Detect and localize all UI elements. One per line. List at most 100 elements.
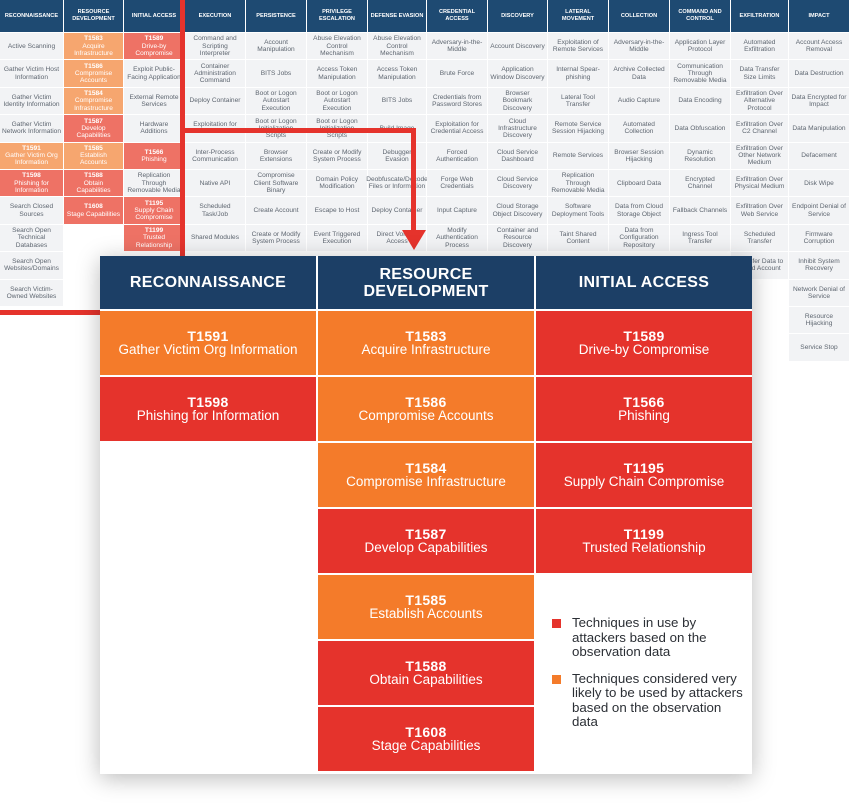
matrix-technique-cell: Search Victim-Owned Websites — [0, 279, 64, 306]
matrix-column: RECONNAISSANCE Active Scanning Gather Vict… — [0, 0, 64, 306]
technique-name: Phishing for Information — [14, 179, 49, 194]
matrix-technique-cell: Browser Session Hijacking — [609, 142, 670, 169]
technique-name: Develop Capabilities — [364, 540, 488, 555]
technique-id: T1608 — [84, 203, 103, 211]
matrix-technique-cell: Access Token Manipulation — [368, 60, 427, 87]
matrix-technique-cell: Resource Hijacking — [789, 306, 850, 334]
technique-name: Create or Modify System Process — [251, 230, 301, 245]
technique-name: Gather Victim Host Information — [3, 66, 60, 81]
technique-id: T1587 — [405, 525, 447, 542]
technique-id: T1584 — [84, 90, 103, 98]
technique-name: Trusted Relationship — [582, 540, 706, 555]
matrix-technique-cell: Inhibit System Recovery — [789, 252, 850, 279]
matrix-technique-cell: Debugger Evasion — [368, 142, 427, 169]
matrix-technique-cell: Ingress Tool Transfer — [670, 224, 731, 252]
technique-name: Deobfuscate/Decode Files or Information — [366, 175, 428, 191]
technique-name: Command and Scripting Interpreter — [193, 35, 237, 57]
technique-name: Service Stop — [800, 343, 838, 351]
technique-id: T1585 — [84, 144, 103, 152]
highlight-connector-line — [183, 128, 416, 133]
matrix-technique-cell: Data Transfer Size Limits — [731, 60, 789, 87]
technique-name: Communication Through Removable Media — [673, 62, 727, 85]
technique-card: T1587 Develop Capabilities — [318, 509, 534, 573]
matrix-column-header: LATERAL MOVEMENT — [548, 0, 609, 32]
matrix-technique-cell: Create Account — [246, 197, 307, 224]
technique-name: Container Administration Command — [194, 62, 236, 85]
technique-id: T1598 — [22, 172, 41, 180]
technique-name: Establish Accounts — [79, 152, 108, 167]
technique-name: Application Layer Protocol — [674, 38, 726, 54]
matrix-technique-cell: Exploitation of Remote Services — [548, 33, 609, 60]
legend-text: Techniques considered very likely to be … — [572, 670, 743, 729]
matrix-technique-cell: Data from Configuration Repository — [609, 224, 670, 252]
matrix-technique-cell: Defacement — [789, 142, 850, 169]
technique-card: T1585 Establish Accounts — [318, 575, 534, 639]
matrix-technique-cell: Gather Victim Identity Information — [0, 87, 64, 115]
technique-name: Remote Services — [552, 152, 604, 160]
matrix-technique-cell: Compromise Client Software Binary — [246, 169, 307, 197]
technique-name: BITS Jobs — [381, 97, 413, 105]
technique-name: Supply Chain Compromise — [134, 206, 174, 222]
matrix-technique-cell: External Remote Services — [124, 87, 185, 115]
technique-name: Container and Resource Discovery — [496, 227, 539, 249]
technique-name: Archive Collected Data — [613, 66, 665, 81]
matrix-technique-cell: T1585 Establish Accounts — [64, 142, 124, 169]
matrix-technique-cell: Exfiltration Over Physical Medium — [731, 169, 789, 197]
matrix-technique-cell: Exfiltration Over C2 Channel — [731, 115, 789, 142]
technique-card: T1588 Obtain Capabilities — [318, 641, 534, 705]
technique-card: T1566 Phishing — [536, 377, 752, 441]
technique-name: BITS Jobs — [260, 69, 292, 77]
technique-name: Supply Chain Compromise — [563, 474, 725, 489]
technique-name: Boot or Logon Autostart Execution — [255, 90, 297, 112]
matrix-technique-cell: Deobfuscate/Decode Files or Information — [366, 169, 428, 197]
technique-name: Remote Service Session Hijacking — [551, 121, 605, 136]
matrix-technique-cell: Gather Victim Host Information — [0, 60, 64, 87]
technique-name: Data from Cloud Storage Object — [614, 203, 663, 218]
technique-name: Browser Bookmark Discovery — [502, 90, 533, 112]
technique-name: Gather Victim Org Information — [118, 342, 298, 357]
technique-id: T1195 — [623, 459, 665, 476]
matrix-technique-cell: Access Token Manipulation — [307, 60, 368, 87]
matrix-technique-cell: Search Closed Sources — [0, 197, 64, 224]
technique-id: T1588 — [405, 657, 447, 674]
technique-name: Replication Through Removable Media — [127, 172, 181, 194]
technique-name: Dynamic Resolution — [684, 148, 716, 163]
matrix-technique-cell: T1598 Phishing for Information — [0, 169, 64, 197]
matrix-technique-cell: T1589 Drive-by Compromise — [124, 33, 185, 60]
technique-id: T1586 — [84, 62, 103, 70]
technique-name: Shared Modules — [190, 234, 240, 242]
matrix-column: COMMAND AND CONTROL Application Layer Pro… — [670, 0, 731, 252]
technique-name: Gather Victim Identity Information — [3, 93, 60, 108]
matrix-technique-cell: Fallback Channels — [670, 197, 731, 224]
technique-name: Acquire Infrastructure — [361, 342, 491, 357]
technique-name: Drive-by Compromise — [135, 42, 173, 57]
matrix-column-header: RESOURCE DEVELOPMENT — [64, 0, 124, 32]
matrix-technique-cell: Lateral Tool Transfer — [548, 87, 609, 115]
zoomed-tactics-panel: RECONNAISSANCE T1591 Gather Victim Org Inf… — [100, 256, 752, 774]
technique-name: Data Transfer Size Limits — [739, 66, 780, 81]
technique-name: Exfiltration Over Physical Medium — [734, 175, 785, 191]
technique-name: Automated Collection — [623, 121, 655, 136]
matrix-technique-cell: Command and Scripting Interpreter — [185, 33, 246, 60]
technique-name: Compromise Accounts — [74, 69, 113, 85]
technique-id: T1588 — [84, 172, 103, 180]
matrix-technique-cell: Create or Modify System Process — [246, 224, 307, 252]
matrix-technique-cell: Taint Shared Content — [548, 224, 609, 252]
matrix-technique-cell: T1566 Phishing — [124, 142, 185, 169]
matrix-technique-cell: T1583 Acquire Infrastructure — [64, 33, 124, 60]
technique-name: Adversary-in-the-Middle — [431, 38, 483, 54]
matrix-technique-cell: Audio Capture — [609, 87, 670, 115]
matrix-technique-cell: Container Administration Command — [185, 60, 246, 87]
matrix-technique-cell: Exfiltration Over Other Network Medium — [731, 142, 789, 169]
matrix-technique-cell: Browser Bookmark Discovery — [488, 87, 548, 115]
technique-card: T1591 Gather Victim Org Information — [100, 311, 316, 375]
zoom-column: RESOURCE DEVELOPMENT T1583 Acquire Infrast… — [318, 256, 534, 771]
matrix-technique-cell: Software Deployment Tools — [548, 197, 609, 224]
matrix-technique-cell: Modify Authentication Process — [427, 224, 488, 252]
technique-name: Account Discovery — [490, 42, 545, 50]
technique-id: T1584 — [405, 459, 447, 476]
matrix-column: INITIAL ACCESS T1589 Drive-by Compromise Ex… — [124, 0, 185, 252]
technique-name: Compromise Infrastructure — [346, 474, 506, 489]
technique-name: Software Deployment Tools — [551, 203, 605, 218]
matrix-technique-cell: Remote Service Session Hijacking — [548, 115, 609, 142]
